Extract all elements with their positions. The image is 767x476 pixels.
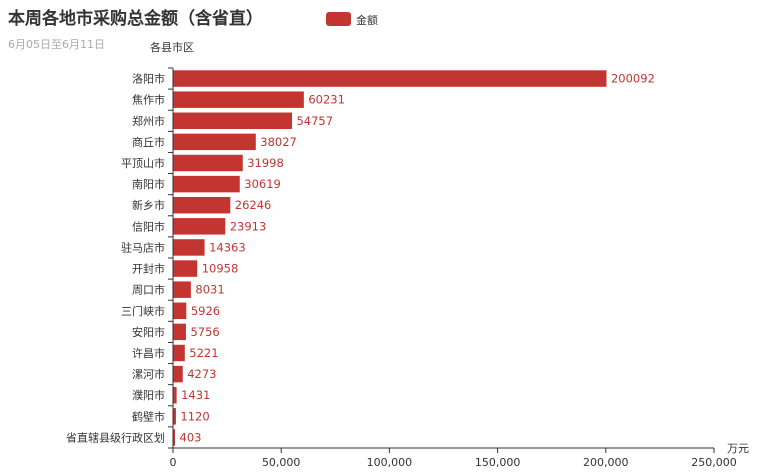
data-label: 5221 xyxy=(189,346,218,360)
category-label: 周口市 xyxy=(132,283,165,297)
bar xyxy=(173,429,175,446)
bar xyxy=(173,344,185,362)
chart-title: 本周各地市采购总金额（含省直） xyxy=(8,8,263,29)
data-label: 31998 xyxy=(247,156,284,170)
data-label: 26246 xyxy=(235,198,272,212)
category-label: 平顶山市 xyxy=(121,156,165,170)
plot-area: 0 50,000 100,000 150,000 200,000 250,000 洛阳市 20… xyxy=(66,67,737,469)
bar xyxy=(173,70,607,87)
data-label: 10958 xyxy=(202,262,239,276)
x-tick-label: 100,000 xyxy=(367,456,413,469)
legend-label: 金额 xyxy=(356,13,378,27)
bar xyxy=(173,112,292,130)
bar xyxy=(173,386,177,404)
x-axis-name: 万元 xyxy=(727,442,749,455)
category-label: 鹤壁市 xyxy=(132,409,165,423)
data-label: 4273 xyxy=(187,367,216,381)
data-label: 200092 xyxy=(611,72,655,86)
data-label: 23913 xyxy=(230,219,267,233)
data-label: 30619 xyxy=(244,177,281,191)
category-label: 洛阳市 xyxy=(132,72,165,86)
category-label: 信阳市 xyxy=(132,219,165,233)
data-label: 5926 xyxy=(191,304,220,318)
data-label: 60231 xyxy=(308,93,345,107)
data-label: 403 xyxy=(180,430,202,444)
category-label: 三门峡市 xyxy=(121,304,165,318)
bar xyxy=(173,281,191,298)
bar xyxy=(173,196,231,214)
bar xyxy=(173,239,205,256)
bar xyxy=(173,218,226,235)
data-label: 38027 xyxy=(260,135,297,149)
category-label: 南阳市 xyxy=(132,177,165,191)
x-tick-label: 0 xyxy=(170,456,177,469)
x-tick-label: 150,000 xyxy=(475,456,521,469)
category-label: 新乡市 xyxy=(132,198,165,212)
bar xyxy=(173,175,240,193)
x-tick-label: 200,000 xyxy=(583,456,629,469)
bar xyxy=(173,154,243,172)
data-label: 14363 xyxy=(209,240,246,254)
category-label: 许昌市 xyxy=(132,346,165,360)
legend-swatch xyxy=(326,12,351,26)
bar xyxy=(173,323,186,341)
category-label: 开封市 xyxy=(132,262,165,276)
chart-subtitle: 6月05日至6月11日 xyxy=(8,38,105,51)
bar xyxy=(173,260,198,277)
x-tick-label: 50,000 xyxy=(262,456,301,469)
bar xyxy=(173,91,304,108)
legend[interactable]: 金额 xyxy=(326,12,378,27)
category-label: 濮阳市 xyxy=(132,388,165,402)
data-label: 8031 xyxy=(195,283,224,297)
data-label: 5756 xyxy=(190,325,219,339)
category-label: 郑州市 xyxy=(132,114,165,128)
bar xyxy=(173,302,187,320)
category-label: 漯河市 xyxy=(132,367,165,381)
data-label: 1431 xyxy=(181,388,210,402)
y-axis-name: 各县市区 xyxy=(150,40,194,54)
data-label: 1120 xyxy=(180,409,209,423)
category-label: 省直辖县级行政区划 xyxy=(66,430,165,444)
data-label: 54757 xyxy=(296,114,333,128)
category-label: 安阳市 xyxy=(132,325,165,339)
category-label: 商丘市 xyxy=(132,135,165,149)
bar xyxy=(173,133,256,151)
x-tick-label: 250,000 xyxy=(691,456,737,469)
bar xyxy=(173,408,176,425)
bar xyxy=(173,365,183,383)
category-label: 驻马店市 xyxy=(121,240,165,254)
category-label: 焦作市 xyxy=(132,93,165,107)
